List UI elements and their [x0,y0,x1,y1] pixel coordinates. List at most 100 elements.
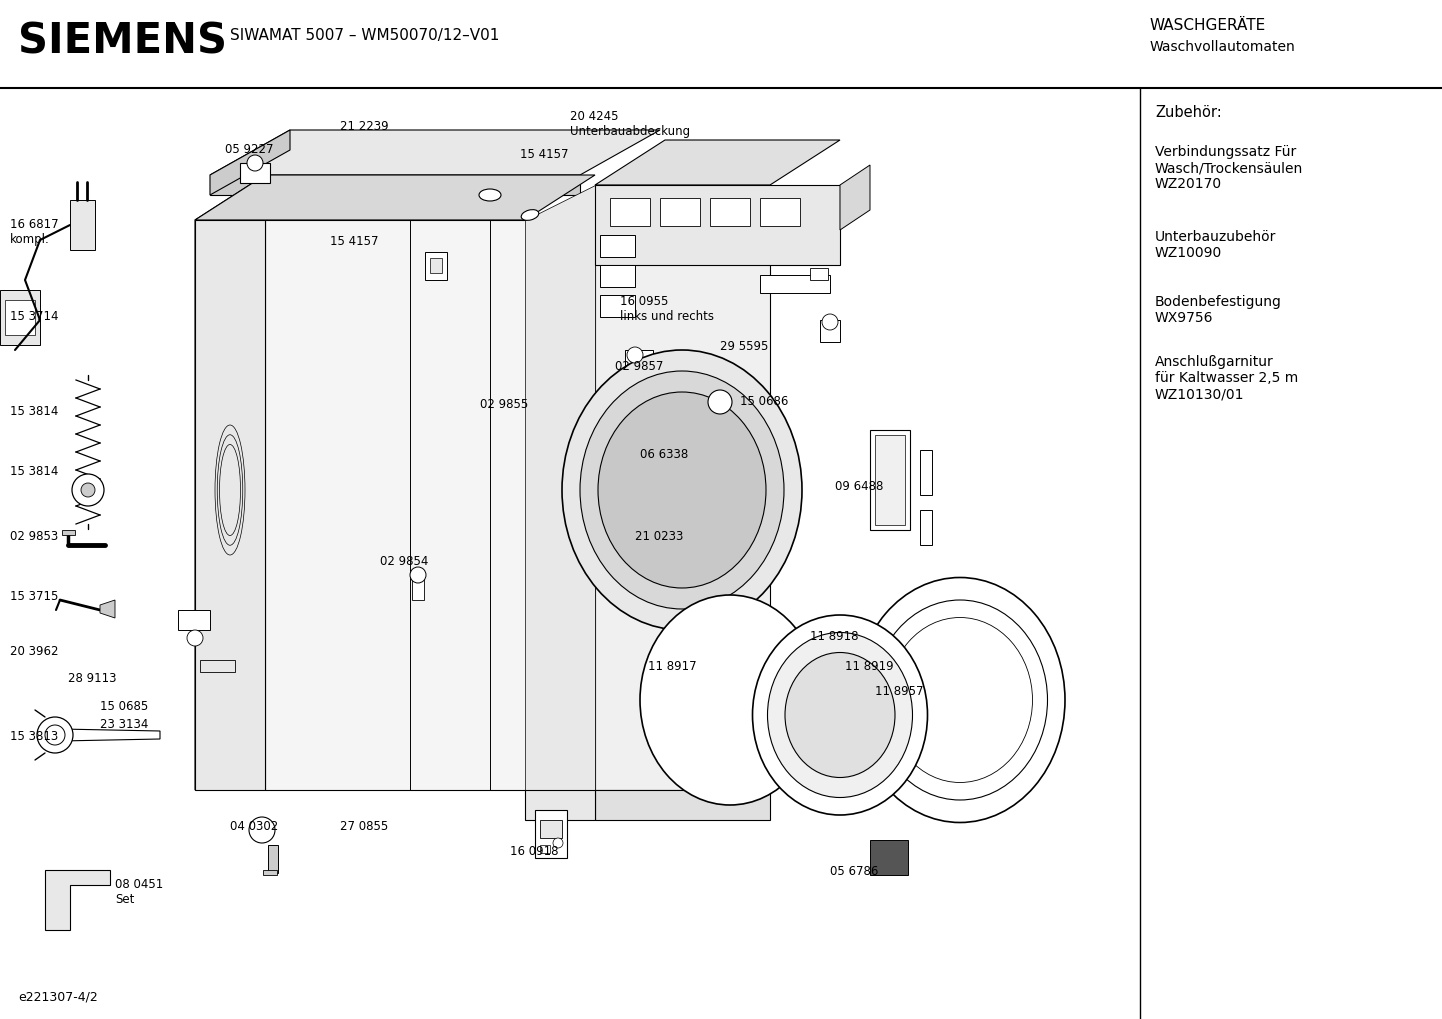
Text: 15 3715: 15 3715 [10,590,58,603]
Polygon shape [211,360,249,600]
Ellipse shape [872,600,1047,800]
Circle shape [708,390,733,414]
Circle shape [81,483,95,497]
Polygon shape [211,270,249,390]
Polygon shape [714,403,725,420]
Text: 11 8957: 11 8957 [875,685,923,698]
Bar [760,198,800,226]
Ellipse shape [562,350,802,630]
Text: 28 9113: 28 9113 [68,672,117,685]
Polygon shape [4,300,35,335]
Circle shape [410,567,425,583]
Bar [920,510,932,545]
Circle shape [187,630,203,646]
Polygon shape [177,610,211,630]
Text: Verbindungssatz Für
Wasch/Trockensäulen
WZ20170: Verbindungssatz Für Wasch/Trockensäulen … [1155,145,1304,192]
Polygon shape [195,175,265,790]
Polygon shape [71,200,95,250]
Polygon shape [728,420,746,440]
Text: 15 4157: 15 4157 [521,148,568,161]
Polygon shape [596,140,841,185]
Circle shape [37,717,74,753]
Text: 02 9854: 02 9854 [381,555,428,568]
Polygon shape [875,435,906,525]
Bar [870,840,908,875]
Text: 02 9853: 02 9853 [10,530,58,543]
Text: 20 3962: 20 3962 [10,645,59,658]
Polygon shape [45,870,110,930]
Ellipse shape [598,392,766,588]
Text: 11 8919: 11 8919 [845,660,894,673]
Bar [760,275,831,293]
Bar [430,258,443,273]
Polygon shape [200,660,235,672]
Text: Unterbauzubehör
WZ10090: Unterbauzubehör WZ10090 [1155,230,1276,260]
Text: 16 6817
kompl.: 16 6817 kompl. [10,218,59,246]
Polygon shape [99,600,115,618]
Ellipse shape [753,615,927,815]
Circle shape [45,725,65,745]
Text: 23 3134: 23 3134 [99,718,149,731]
Text: 15 0686: 15 0686 [740,395,789,408]
Text: 15 3814: 15 3814 [10,465,58,478]
Text: e221307-4/2: e221307-4/2 [17,990,98,1003]
Ellipse shape [640,595,820,805]
Text: 16 0955
links und rechts: 16 0955 links und rechts [620,294,714,323]
Bar [624,350,653,370]
Ellipse shape [887,618,1032,783]
Bar [539,845,549,853]
Polygon shape [596,185,770,790]
Text: 05 6786: 05 6786 [831,865,878,878]
Text: 15 4157: 15 4157 [330,235,378,248]
Bar [262,870,277,875]
Ellipse shape [479,189,500,201]
Bar [709,198,750,226]
Text: Zubehör:: Zubehör: [1155,105,1221,120]
Polygon shape [265,220,596,790]
Polygon shape [195,175,596,220]
Circle shape [249,817,275,843]
Text: 02 9857: 02 9857 [614,360,663,373]
Text: 15 3714: 15 3714 [10,310,59,323]
Ellipse shape [580,371,784,609]
Text: 06 6338: 06 6338 [640,448,688,461]
Bar [600,265,634,287]
Circle shape [822,314,838,330]
Text: SIWAMAT 5007 – WM50070/12–V01: SIWAMAT 5007 – WM50070/12–V01 [231,28,499,43]
Bar [600,235,634,257]
Text: 08 0451
Set: 08 0451 Set [115,878,163,906]
Bar [600,294,634,317]
Ellipse shape [767,633,913,798]
Bar [239,163,270,183]
Polygon shape [211,130,660,175]
Text: Bodenbefestigung
WX9756: Bodenbefestigung WX9756 [1155,294,1282,325]
Circle shape [552,838,562,848]
Polygon shape [525,790,596,820]
Text: 15 0685: 15 0685 [99,700,149,713]
Bar [535,810,567,858]
Polygon shape [211,175,580,195]
Ellipse shape [855,578,1066,822]
Polygon shape [61,729,160,741]
Bar [539,820,562,838]
Bar [610,198,650,226]
Circle shape [72,474,104,506]
Bar [425,252,447,280]
Ellipse shape [521,210,539,220]
Circle shape [247,155,262,171]
Polygon shape [596,790,770,820]
Polygon shape [0,290,40,345]
Bar [920,450,932,495]
Text: 11 8918: 11 8918 [810,630,858,643]
Text: 27 0855: 27 0855 [340,820,388,833]
Polygon shape [841,165,870,230]
Polygon shape [62,530,75,535]
Polygon shape [525,185,596,790]
Polygon shape [211,130,290,195]
Bar [660,198,699,226]
Ellipse shape [784,652,895,777]
Text: Anschlußgarnitur
für Kaltwasser 2,5 m
WZ10130/01: Anschlußgarnitur für Kaltwasser 2,5 m WZ… [1155,355,1298,401]
Text: 11 8917: 11 8917 [647,660,696,673]
Text: 04 0302: 04 0302 [231,820,278,833]
Text: 05 9227: 05 9227 [225,143,274,156]
